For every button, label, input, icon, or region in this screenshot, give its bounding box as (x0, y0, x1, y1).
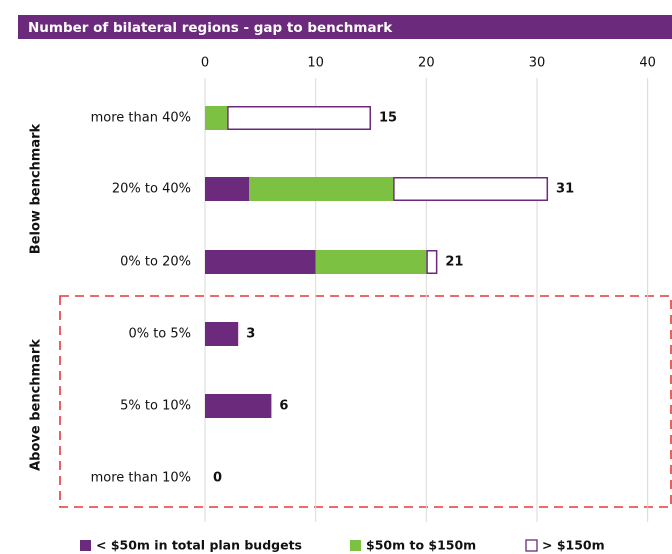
bar-segment (315, 250, 427, 274)
highlight-box (59, 295, 672, 508)
x-tick-label: 10 (307, 56, 324, 71)
bar-segment (205, 177, 250, 201)
y-tick-label: 0% to 20% (120, 255, 191, 270)
group-label: Above benchmark (29, 339, 44, 471)
bar-segment (205, 322, 239, 346)
x-tick-label: 0 (201, 56, 209, 71)
total-label: 0 (213, 471, 222, 486)
total-label: 6 (279, 399, 288, 414)
legend-label: $50m to $150m (366, 538, 476, 553)
x-tick-label: 20 (418, 56, 435, 71)
legend-label: > $150m (542, 538, 605, 553)
total-label: 3 (246, 327, 255, 342)
x-tick-label: 30 (529, 56, 546, 71)
legend-swatch (525, 539, 538, 552)
group-label: Below benchmark (29, 123, 44, 254)
bar-segment (249, 177, 394, 201)
x-tick-label: 40 (639, 56, 656, 71)
title-bar (18, 15, 672, 39)
total-label: 15 (379, 111, 397, 126)
total-label: 31 (556, 182, 574, 197)
y-tick-label: 5% to 10% (120, 399, 191, 414)
bar-segment (205, 250, 316, 274)
total-label: 21 (445, 255, 463, 270)
y-tick-label: more than 40% (91, 111, 191, 126)
bar-segment (393, 177, 549, 201)
chart-title: Number of bilateral regions - gap to ben… (28, 20, 393, 36)
bar-segment (205, 106, 228, 130)
bar-segment (205, 394, 272, 418)
y-tick-label: 20% to 40% (112, 182, 191, 197)
legend-swatch (350, 540, 361, 551)
bar-segment (227, 106, 371, 130)
y-tick-label: 0% to 5% (128, 327, 191, 342)
legend-swatch (80, 540, 91, 551)
legend-label: < $50m in total plan budgets (96, 538, 302, 553)
bar-segment (426, 250, 438, 274)
y-tick-label: more than 10% (91, 471, 191, 486)
